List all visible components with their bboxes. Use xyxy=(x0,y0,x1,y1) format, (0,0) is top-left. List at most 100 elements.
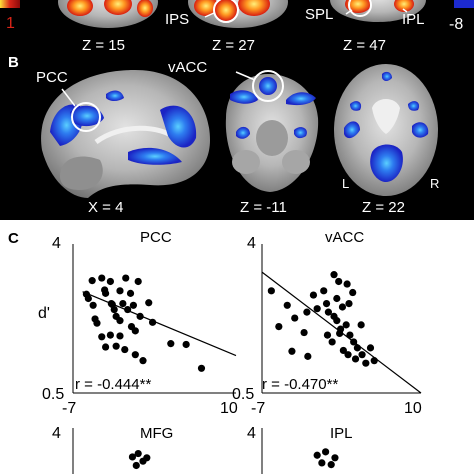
data-point xyxy=(82,290,91,298)
data-point xyxy=(98,333,106,341)
data-point xyxy=(288,347,296,355)
data-point xyxy=(331,454,339,462)
colorbar-pos-value: 1 xyxy=(6,15,15,32)
data-point xyxy=(323,331,332,339)
data-point xyxy=(339,346,347,355)
x-min-tick: -7 xyxy=(251,400,265,417)
data-point xyxy=(145,299,153,307)
region-label-pcc: PCC xyxy=(36,69,68,86)
slice-label: Z = 47 xyxy=(343,37,386,54)
brain-slice-z47: SPL IPL Z = 47 xyxy=(305,0,426,54)
side-label-left: L xyxy=(342,176,349,191)
data-point xyxy=(197,364,206,372)
data-point xyxy=(322,448,330,456)
data-point xyxy=(116,317,124,325)
data-point xyxy=(313,305,321,313)
data-point xyxy=(112,342,120,350)
brain-slice-z-11: vACC Z = -11 xyxy=(168,59,319,216)
data-point xyxy=(291,314,299,322)
y-max-tick: 4 xyxy=(52,235,61,252)
data-point xyxy=(304,352,312,360)
region-label-ipl: IPL xyxy=(402,11,425,28)
y-min-tick: 0.5 xyxy=(42,386,64,403)
slice-label: Z = 15 xyxy=(82,37,125,54)
brain-slice-z22: L R Z = 22 xyxy=(334,64,439,216)
data-point xyxy=(328,338,336,346)
x-max-tick: 10 xyxy=(220,400,238,417)
panel-b: B PCC X = 4 xyxy=(0,52,474,220)
data-point xyxy=(93,319,101,327)
plot-title: vACC xyxy=(325,229,364,246)
panel-a: 1 -8 Z = 15 IPS Z = 27 xyxy=(0,0,474,54)
panel-c: C d' PCC 4 0.5 -7 10 r = -0.444** vACC 4… xyxy=(8,229,422,474)
data-point xyxy=(330,271,338,279)
data-point xyxy=(275,322,283,331)
data-point xyxy=(343,280,351,288)
data-point xyxy=(101,286,109,294)
slice-label: Z = 22 xyxy=(362,199,405,216)
data-point xyxy=(353,344,361,352)
roi-circle-vacc xyxy=(252,70,284,102)
data-point xyxy=(324,308,333,316)
data-point xyxy=(345,300,353,308)
slice-label: Z = 27 xyxy=(212,37,255,54)
data-point xyxy=(167,340,175,348)
region-label-vacc: vACC xyxy=(168,59,207,76)
roi-circle-pcc xyxy=(71,102,101,132)
region-label-ips: IPS xyxy=(165,11,189,28)
ylabel: d' xyxy=(38,305,50,322)
data-point xyxy=(88,277,96,285)
data-point xyxy=(309,291,318,299)
data-point xyxy=(350,338,358,346)
data-point xyxy=(131,351,139,359)
data-point xyxy=(330,312,338,320)
data-point xyxy=(106,331,114,339)
data-point xyxy=(116,287,124,295)
data-point xyxy=(358,351,366,359)
data-point xyxy=(102,343,110,351)
data-point xyxy=(366,344,375,352)
side-label-right: R xyxy=(430,176,439,191)
data-point xyxy=(303,308,311,316)
data-point xyxy=(283,301,291,309)
panel-letter-b: B xyxy=(8,54,19,71)
data-point xyxy=(333,294,341,303)
data-point xyxy=(136,312,144,320)
brain-slice-z15: Z = 15 xyxy=(58,0,158,54)
data-point xyxy=(313,451,321,459)
scatter-plot-vacc: vACC 4 0.5 -7 10 r = -0.470** xyxy=(232,229,422,417)
scatter-plot-mfg: MFG 4 xyxy=(52,425,173,474)
slice-label: Z = -11 xyxy=(240,199,287,216)
data-point xyxy=(182,340,190,349)
data-point xyxy=(106,277,114,286)
correlation-label: r = -0.470** xyxy=(262,376,338,393)
data-point xyxy=(139,357,147,365)
scatter-plot-pcc: PCC 4 0.5 -7 10 r = -0.444** xyxy=(42,229,238,417)
data-point xyxy=(89,301,97,309)
data-point xyxy=(342,321,350,329)
data-point xyxy=(143,454,151,462)
data-point xyxy=(322,300,331,308)
data-point xyxy=(344,351,352,359)
data-point xyxy=(132,461,140,470)
data-point xyxy=(357,321,365,329)
correlation-label: r = -0.444** xyxy=(75,376,151,393)
data-point xyxy=(336,329,344,337)
roi-circle-spl xyxy=(348,0,372,17)
colorbar-negative xyxy=(454,0,474,8)
plot-title: IPL xyxy=(330,425,353,442)
x-min-tick: -7 xyxy=(62,400,76,417)
data-point xyxy=(119,300,127,308)
data-point xyxy=(108,300,116,309)
data-point xyxy=(335,277,343,286)
data-point xyxy=(134,277,142,286)
data-point xyxy=(148,318,157,326)
data-point xyxy=(318,459,326,467)
region-label-spl: SPL xyxy=(305,6,333,23)
data-point xyxy=(129,301,138,309)
colorbar-neg-value: -8 xyxy=(449,16,463,33)
data-point xyxy=(327,461,335,469)
y-max-tick: 4 xyxy=(247,425,256,442)
data-point xyxy=(122,274,130,282)
